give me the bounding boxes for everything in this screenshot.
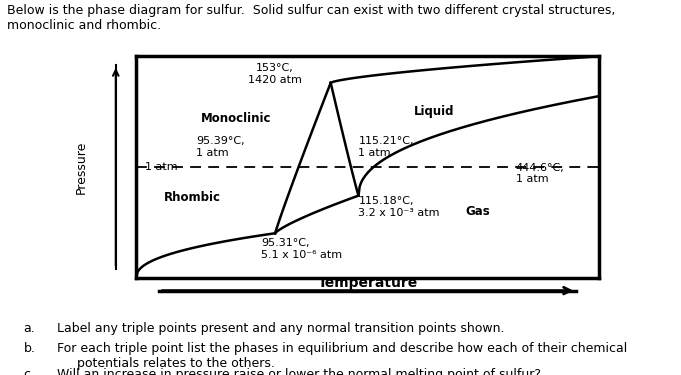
Text: 95.39°C,
1 atm: 95.39°C, 1 atm [196,136,245,158]
Text: a.: a. [23,322,35,335]
Text: b.: b. [23,342,35,355]
Text: Temperature: Temperature [317,276,418,290]
Text: 153°C,
1420 atm: 153°C, 1420 atm [248,63,302,85]
Text: Liquid: Liquid [414,105,454,118]
Text: Rhombic: Rhombic [164,191,221,204]
Text: Label any triple points present and any normal transition points shown.: Label any triple points present and any … [57,322,505,335]
Text: Will an increase in pressure raise or lower the normal melting point of sulfur?: Will an increase in pressure raise or lo… [57,368,541,375]
Text: 1 atm: 1 atm [146,162,178,172]
Text: 95.31°C,
5.1 x 10⁻⁶ atm: 95.31°C, 5.1 x 10⁻⁶ atm [262,238,343,260]
Text: Monoclinic: Monoclinic [201,112,272,125]
Text: 115.18°C,
3.2 x 10⁻³ atm: 115.18°C, 3.2 x 10⁻³ atm [358,196,440,217]
Text: Pressure: Pressure [75,140,89,194]
Text: c.: c. [23,368,35,375]
Text: 115.21°C,
1 atm: 115.21°C, 1 atm [358,136,414,158]
Text: Gas: Gas [465,205,490,218]
Text: Below is the phase diagram for sulfur.  Solid sulfur can exist with two differen: Below is the phase diagram for sulfur. S… [7,4,615,32]
Text: 444.6°C,
1 atm: 444.6°C, 1 atm [516,163,565,184]
Text: For each triple point list the phases in equilibrium and describe how each of th: For each triple point list the phases in… [57,342,627,370]
